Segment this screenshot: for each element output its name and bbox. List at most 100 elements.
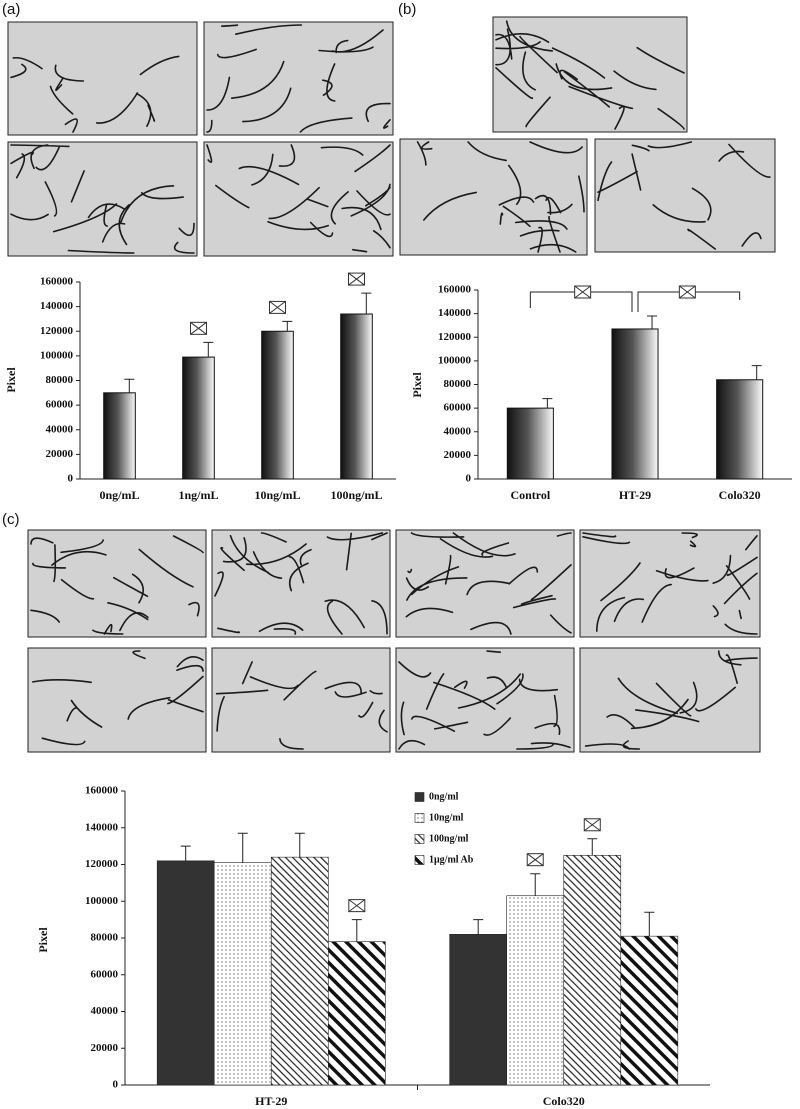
significance-mark [348,899,366,913]
vessel [30,535,204,635]
y-tick-label: 20000 [91,1042,119,1054]
error-bar [542,398,553,409]
y-tick-label: 100000 [40,349,74,361]
bar [156,860,215,1086]
error-bar [530,873,541,896]
y-tick-label: 140000 [40,300,74,312]
y-tick-label: 60000 [46,399,74,411]
error-bar [587,838,598,856]
legend-swatch [414,834,425,844]
legend-label: 0ng/ml [429,791,459,802]
y-tick-label: 40000 [46,423,74,435]
significance-mark [583,818,601,832]
micrograph [579,529,761,638]
vessel [597,141,771,250]
y-tick-label: 120000 [438,331,472,343]
panel-label: (c) [2,511,20,528]
bar [261,330,294,480]
vessel [10,55,180,133]
bar [506,407,554,480]
x-tick-label: HT-29 [619,488,651,502]
error-bar [647,315,658,329]
x-tick-label: 1ng/mL [178,488,218,502]
bar [611,328,659,480]
micrograph [211,529,391,638]
bar [270,856,329,1086]
micrograph [492,16,688,133]
significance-mark [679,285,696,299]
error-bar [351,919,362,942]
y-tick-label: 40000 [91,1005,119,1017]
y-tick-label: 60000 [91,968,119,980]
legend-label: 100ng/ml [429,833,469,844]
y-tick-label: 60000 [444,402,472,414]
y-tick-label: 160000 [85,785,119,797]
legend-label: 10ng/ml [429,812,464,823]
significance-mark [269,301,286,314]
bar [716,379,764,480]
micrograph [203,21,394,136]
x-tick-label: HT-29 [255,1094,287,1108]
y-tick-label: 160000 [438,284,472,296]
bar [340,313,373,480]
y-tick-label: 80000 [46,374,74,386]
panel-label: (b) [398,1,416,18]
error-bar [644,911,655,937]
micrograph [579,647,761,753]
error-bar [473,919,484,935]
y-tick-label: 140000 [438,307,472,319]
x-tick-label: Colo320 [719,488,761,502]
significance-mark [348,272,365,286]
panel-label: (a) [2,1,20,18]
error-bar [282,320,293,332]
error-bar [361,292,372,315]
y-tick-label: 20000 [444,449,472,461]
bar [449,934,508,1086]
bar [563,855,622,1086]
bar [506,895,565,1086]
y-tick-label: 0 [113,1079,119,1091]
y-tick-label: 40000 [444,425,472,437]
error-bar [124,378,135,393]
legend-swatch [414,813,425,823]
vessel [215,661,388,750]
y-tick-label: 0 [466,473,472,485]
significance-mark [526,853,544,867]
significance-mark [574,285,591,299]
micrograph [399,138,588,256]
error-bar [751,365,762,380]
vessel [584,650,758,750]
y-tick-label: 80000 [444,378,472,390]
vessel [214,532,388,635]
vessel [582,532,758,635]
significance-mark [190,321,207,335]
bar [620,935,679,1086]
legend-swatch [414,792,425,802]
y-tick-label: 20000 [46,448,74,460]
error-bar [294,832,305,858]
x-tick-label: 0ng/mL [99,488,139,502]
vessel [31,650,204,746]
error-bar [203,341,214,358]
vessel [416,141,585,253]
x-tick-label: 10ng/mL [254,488,300,502]
bar [327,941,386,1086]
vessel [10,144,195,254]
vessel [206,144,391,253]
vessel [495,20,685,130]
y-tick-label: 80000 [91,932,119,944]
legend-swatch [414,855,425,865]
vessel [206,24,391,133]
vessel [398,650,571,750]
micrograph [594,138,776,253]
micrograph [211,647,391,753]
y-axis-label: Pixel [4,367,18,393]
y-tick-label: 120000 [40,325,74,337]
x-tick-label: Control [510,488,550,502]
error-bar [180,845,191,861]
y-tick-label: 100000 [438,354,472,366]
y-tick-label: 140000 [85,821,119,833]
y-axis-label: Pixel [410,372,424,398]
